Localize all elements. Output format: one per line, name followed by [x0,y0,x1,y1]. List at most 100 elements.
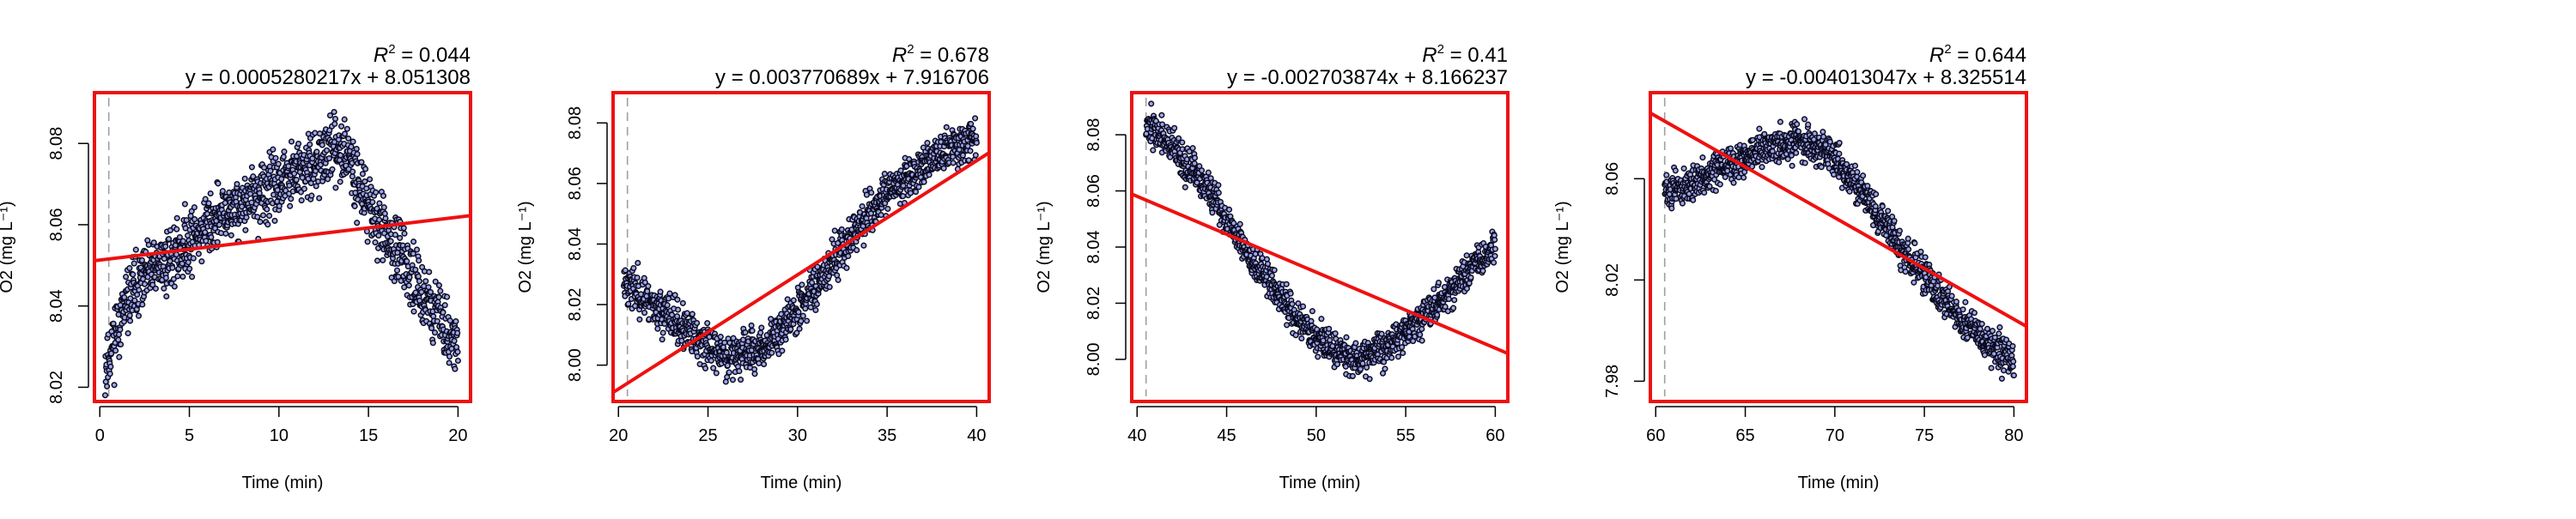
data-point [264,206,270,213]
data-point [742,329,749,336]
data-point [410,250,416,257]
data-point [1911,239,1918,247]
data-point [799,312,806,319]
data-point [964,142,971,149]
y-axis-title: O2 (mg L⁻¹) [1553,201,1572,293]
data-point [266,212,273,220]
data-point [337,152,344,159]
data-point [104,383,111,389]
data-point [428,325,435,332]
data-point [118,341,125,348]
x-tick-label: 25 [698,426,717,445]
y-tick-label: 8.06 [566,166,585,200]
data-point [444,293,451,300]
data-point [1981,352,1988,359]
data-point [1672,167,1679,174]
data-point [1844,160,1850,167]
data-point [207,190,214,197]
data-point [1442,304,1449,311]
r-squared-value: = 0.678 [914,44,989,67]
data-point [295,140,302,148]
data-point [185,232,191,239]
data-point [1730,179,1737,186]
data-point [1191,154,1199,161]
data-point [410,238,417,245]
data-point [126,312,133,319]
data-point [796,325,803,332]
data-point [234,180,240,188]
y-tick-label: 8.08 [1084,118,1103,152]
data-point [208,233,215,241]
data-point [278,176,285,183]
data-point [181,201,188,208]
data-point [1150,147,1157,154]
data-point [454,329,461,336]
data-point [1467,274,1474,281]
y-tick-label: 8.02 [1084,287,1103,320]
r-squared-symbol: R [1422,44,1437,67]
data-point [1417,331,1424,338]
data-point [950,154,957,160]
data-point [704,320,711,327]
data-point [1788,152,1795,159]
data-point [441,302,448,309]
r-squared-value: = 0.044 [396,44,471,67]
data-point [446,359,453,366]
data-point [173,214,180,221]
data-point [1896,227,1903,234]
data-point [1236,220,1243,227]
data-point [331,115,339,123]
data-point [1326,325,1333,332]
y-tick-label: 7.98 [1603,365,1622,398]
data-point [926,172,933,178]
r-squared-exponent: 2 [1437,42,1444,57]
data-point [1690,196,1697,203]
data-point [1818,164,1825,171]
data-point [749,328,756,335]
data-point [351,202,358,209]
data-point [107,363,114,370]
data-point [348,143,355,150]
data-point [288,196,295,202]
data-point [364,238,371,245]
data-point [267,167,274,174]
data-point [881,171,888,178]
data-point [859,202,866,210]
data-point [202,196,209,202]
data-point [1989,328,1996,335]
data-point [1959,306,1966,313]
data-point [373,189,380,196]
data-point [666,290,673,297]
data-point [404,258,410,265]
data-point [131,260,137,267]
data-point [702,365,709,371]
data-point [250,173,257,180]
data-point [1492,245,1498,252]
data-point [312,130,319,136]
data-point [1176,135,1182,142]
data-point [2010,358,2017,365]
x-tick-label: 0 [95,426,105,445]
data-point [435,282,442,289]
data-point [1836,150,1843,157]
data-point [708,357,714,364]
data-point [1749,136,1756,143]
data-point [972,152,979,159]
data-point [179,238,186,244]
data-point [1988,365,1995,371]
data-point [301,185,307,192]
data-point [343,125,350,132]
data-point [1879,203,1886,210]
data-point [308,192,315,199]
data-point [1298,335,1305,342]
data-point [1996,330,2002,337]
data-point [176,233,183,241]
data-point [374,257,381,264]
data-point [341,130,349,137]
data-point [136,287,143,293]
data-point [664,302,671,309]
data-point [641,310,648,317]
data-point [924,140,931,147]
